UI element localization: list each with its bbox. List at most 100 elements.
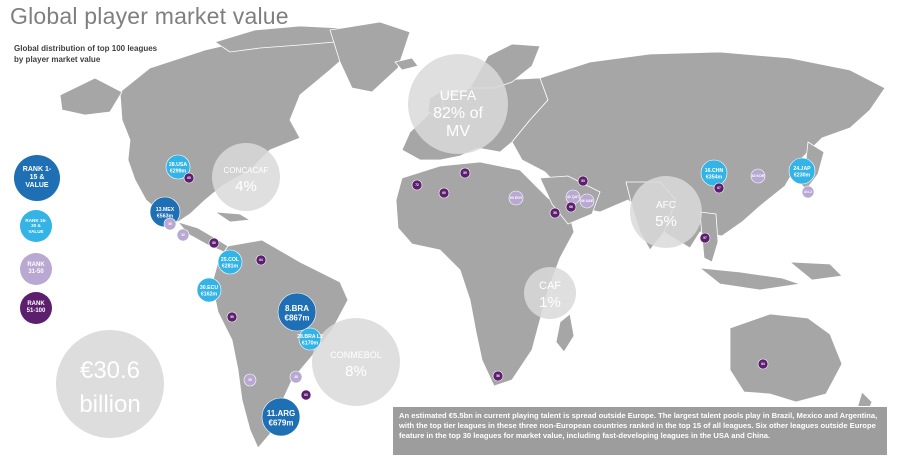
league-label: 46 UAE [581, 199, 594, 203]
league-circle [289, 370, 303, 384]
league-label: 59 [463, 171, 467, 175]
league-circle [226, 311, 238, 323]
region-bubble-caf: CAF 1% [524, 267, 576, 319]
league-marker-11-arg: 11.ARG€679m [261, 397, 301, 437]
league-value: €281m [222, 264, 239, 270]
league-label: 30.ECU [200, 285, 218, 291]
league-marker-32: 32 [176, 228, 190, 242]
league-circle [300, 389, 312, 401]
league-circle [243, 373, 257, 387]
league-marker-35: 35 [243, 373, 257, 387]
league-marker-44-l2: 44 L2 [801, 185, 815, 199]
legend-label: RANK 51-100 [26, 301, 46, 314]
league-label: 66 [569, 205, 573, 209]
league-label: 63 [304, 393, 308, 397]
total-value: €30.6 [80, 357, 140, 384]
legend-label: RANK 1-15 & VALUE [22, 166, 52, 189]
region-circle [524, 267, 576, 319]
region-share: 5% [655, 213, 677, 230]
greenland-land [329, 21, 411, 93]
legend-label: RANK 16-30 & VALUE [25, 217, 47, 234]
legend-rank-31-50: RANK 31-50 [20, 253, 52, 285]
league-circle [565, 201, 577, 213]
league-label: 72 [415, 183, 419, 187]
league-value: €230m [794, 173, 811, 179]
league-value: €170m [302, 341, 319, 347]
league-circle [163, 217, 177, 231]
league-marker-72: 72 [411, 179, 423, 191]
league-marker-8-bra: 8.BRA€867m [277, 292, 317, 332]
page-title: Global player market value [10, 3, 289, 29]
total-circle [56, 330, 164, 438]
league-label: 28.USA [169, 162, 187, 168]
league-circle [411, 179, 423, 191]
region-bubble-conmebol: CONMEBOL 8% [312, 318, 400, 406]
league-label: 56 [496, 374, 500, 378]
region-share: 1% [539, 294, 561, 311]
league-marker-80: 80 [208, 237, 220, 249]
summary-note: An estimated €5.5bn in current playing t… [392, 406, 888, 456]
league-marker-65: 65 [183, 172, 195, 184]
league-circle [492, 370, 504, 382]
region-bubble-afc: AFC 5% [630, 176, 702, 248]
league-circle [700, 159, 728, 187]
league-marker-97: 97 [699, 232, 711, 244]
league-marker-59: 59 [459, 167, 471, 179]
league-marker-55: 55 [226, 311, 238, 323]
league-marker-24-jap: 24.JAP€230m [788, 157, 816, 185]
australia-land [729, 313, 843, 403]
league-circle [438, 187, 450, 199]
region-name: CONMEBOL [330, 350, 382, 360]
region-name: UEFA [440, 87, 477, 103]
league-label: 24.JAP [793, 166, 811, 172]
league-marker-46-uae: 46 UAE [579, 193, 595, 209]
league-marker-25-col: 25.COL€281m [217, 249, 243, 275]
league-marker-66: 66 [565, 201, 577, 213]
region-name: CAF [539, 280, 561, 292]
league-marker-84: 84 [757, 358, 769, 370]
league-label: 16.CHN [705, 168, 724, 174]
league-label: 65 [187, 176, 191, 180]
league-value: €563m [157, 214, 174, 220]
league-marker-58: 58 [549, 207, 561, 219]
league-label: 64 [259, 258, 263, 262]
league-label: 67 [717, 186, 721, 190]
indonesia-land [698, 267, 801, 291]
league-label: 50 EGY [510, 196, 523, 200]
league-value: €299m [170, 169, 187, 175]
total-unit: billion [79, 391, 140, 418]
africa-land [395, 161, 575, 387]
league-value: €679m [269, 419, 294, 428]
region-circle [212, 143, 280, 211]
iceland-land [394, 57, 419, 71]
league-circle [788, 157, 816, 185]
league-circle [713, 182, 725, 194]
alaska-land [59, 77, 123, 116]
league-label: 84 [761, 362, 765, 366]
league-value: €354m [706, 175, 723, 181]
caribbean-land [213, 211, 252, 223]
league-marker-36: 36 [163, 217, 177, 231]
league-label: 8.BRA [285, 304, 309, 313]
league-marker-43-kor: 43 KOR [750, 168, 766, 184]
legend: RANK 1-15 & VALUE RANK 16-30 & VALUE RAN… [14, 155, 84, 325]
league-circle [508, 190, 524, 206]
league-marker-60: 60 [438, 187, 450, 199]
league-label: 25.COL [221, 257, 240, 263]
league-label: 11.ARG [267, 409, 295, 418]
league-label: 53 [581, 179, 585, 183]
region-circle [312, 318, 400, 406]
league-label: 43 KOR [752, 174, 765, 178]
region-name: CONCACAF [224, 166, 269, 175]
league-marker-56: 56 [492, 370, 504, 382]
league-marker-30-ecu: 30.ECU€162m [196, 277, 222, 303]
league-label: 55 [230, 315, 234, 319]
league-circle [176, 228, 190, 242]
league-label: 35 [248, 378, 252, 382]
league-label: 32 [181, 233, 185, 237]
league-circle [750, 168, 766, 184]
league-circle [165, 154, 191, 180]
